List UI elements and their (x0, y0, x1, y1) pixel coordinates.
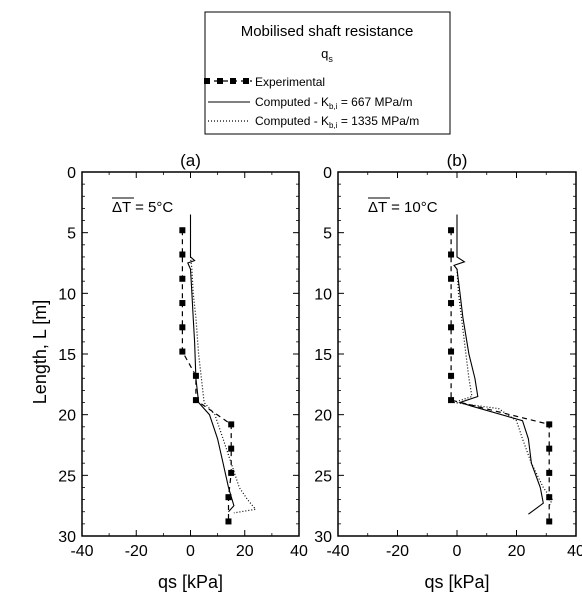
panel-b: (b) 0 5 10 15 20 25 30-40 -20 0 20 40 qs [kPa] ΔT = 1… (314, 151, 582, 592)
y-tick-label: 30 (58, 529, 76, 546)
y-tick-label: 30 (314, 529, 332, 546)
computed-1335-line (453, 269, 553, 506)
computed-667-line (453, 214, 544, 515)
legend-entry-computed-667: Computed - Kb,i = 667 MPa/m (208, 95, 413, 111)
experimental-point (225, 494, 232, 501)
legend-entry-experimental: Experimental (204, 75, 325, 89)
y-tick-label: 0 (67, 165, 76, 182)
y-tick-label: 20 (314, 408, 332, 425)
experimental-point (192, 397, 199, 404)
x-tick-label: 0 (453, 543, 462, 560)
experimental-point (228, 445, 235, 452)
experimental-point (448, 300, 455, 307)
y-tick-label: 15 (58, 347, 76, 364)
panel-a: (a) 0 5 10 15 20 25 30-40 -20 0 20 40 qs [kPa] ΔT = 5… (58, 151, 308, 592)
y-tick-label: 10 (58, 286, 76, 303)
computed-1335-line (189, 256, 257, 514)
experimental-point (546, 469, 553, 476)
experimental-point (179, 348, 186, 355)
y-tick-label: 10 (314, 286, 332, 303)
experimental-point (228, 469, 235, 476)
x-tick-label: 20 (508, 543, 526, 560)
delta-t-annotation: ΔT = 10°C (368, 199, 438, 216)
x-tick-label: -40 (326, 543, 349, 560)
computed-667-line (187, 214, 235, 513)
y-tick-label: 15 (314, 347, 332, 364)
experimental-point (546, 445, 553, 452)
experimental-point (179, 227, 186, 234)
x-tick-label: -20 (386, 543, 409, 560)
x-tick-label: 0 (186, 543, 195, 560)
experimental-point (179, 300, 186, 307)
legend-box (204, 11, 451, 135)
y-tick-label: 25 (314, 468, 332, 485)
legend-text-computed-667: Computed - Kb,i = 667 MPa/m (255, 95, 413, 111)
y-axis-title: Length, L [m] (30, 300, 50, 404)
legend-marker-square (230, 78, 236, 84)
x-tick-label: -40 (70, 543, 93, 560)
legend-marker-square (243, 78, 249, 84)
y-tick-label: 5 (67, 226, 76, 243)
x-axis-title: qs [kPa] (424, 572, 489, 592)
experimental-point (225, 518, 232, 525)
experimental-point (546, 494, 553, 501)
experimental-point (448, 275, 455, 282)
x-tick-label: -20 (125, 543, 148, 560)
experimental-point (448, 348, 455, 355)
experimental-point (448, 372, 455, 379)
experimental-point (179, 251, 186, 258)
legend-symbol: qs (321, 46, 333, 64)
delta-t-annotation: ΔT = 5°C (112, 199, 173, 216)
experimental-point (448, 227, 455, 234)
x-axis-title: qs [kPa] (158, 572, 223, 592)
legend-marker-square (204, 78, 210, 84)
legend-text-computed-1335: Computed - Kb,i = 1335 MPa/m (255, 114, 419, 130)
experimental-point (448, 397, 455, 404)
y-tick-label: 0 (323, 165, 332, 182)
y-tick-label: 5 (323, 226, 332, 243)
experimental-point (448, 324, 455, 331)
x-tick-label: 40 (290, 543, 308, 560)
experimental-point (546, 421, 553, 428)
experimental-point (228, 421, 235, 428)
legend: Mobilised shaft resistance qs Experiment… (204, 11, 451, 135)
x-tick-label: 40 (567, 543, 582, 560)
panel-label: (b) (447, 151, 468, 170)
experimental-point (448, 251, 455, 258)
legend-entry-computed-1335: Computed - Kb,i = 1335 MPa/m (208, 114, 419, 130)
x-tick-label: 20 (236, 543, 254, 560)
legend-text-experimental: Experimental (255, 75, 325, 89)
experimental-line (181, 230, 232, 522)
experimental-point (546, 518, 553, 525)
legend-title: Mobilised shaft resistance (241, 23, 414, 40)
experimental-line (450, 230, 550, 522)
y-tick-label: 20 (58, 408, 76, 425)
experimental-point (179, 275, 186, 282)
experimental-point (179, 324, 186, 331)
panel-label: (a) (180, 151, 201, 170)
y-tick-label: 25 (58, 468, 76, 485)
legend-marker-square (217, 78, 223, 84)
